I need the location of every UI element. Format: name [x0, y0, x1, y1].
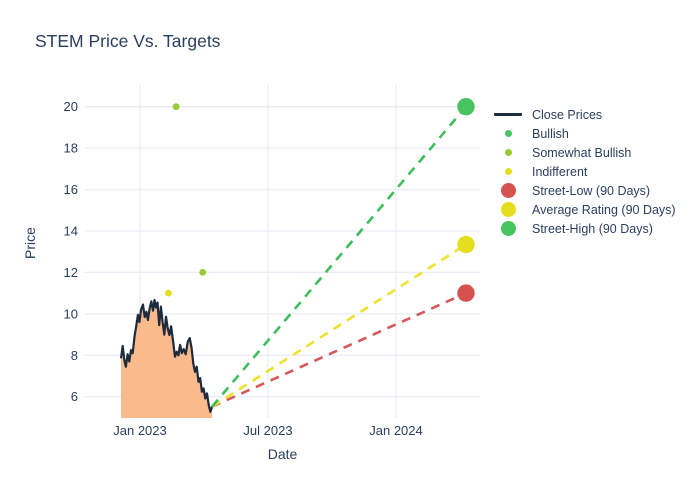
legend-item-street-low[interactable]: Street-Low (90 Days) — [490, 181, 676, 200]
street-low-dot-icon — [490, 183, 526, 198]
target-dashed-line — [211, 243, 467, 408]
target-marker[interactable] — [457, 284, 475, 302]
x-tick-label: Jul 2023 — [243, 423, 292, 438]
close-prices-line — [119, 298, 214, 413]
legend-item-close-prices[interactable]: Close Prices — [490, 105, 676, 124]
legend-label: Close Prices — [532, 107, 603, 122]
x-axis-title: Date — [267, 446, 298, 462]
y-tick-label: 8 — [71, 348, 78, 363]
somewhat-bullish-dot-icon — [490, 149, 526, 156]
legend-label: Indifferent — [532, 164, 588, 179]
y-tick-label: 10 — [64, 306, 78, 321]
y-tick-label: 16 — [64, 182, 78, 197]
legend-item-street-high[interactable]: Street-High (90 Days) — [490, 219, 676, 238]
y-tick-label: 12 — [64, 265, 78, 280]
target-dashed-line — [211, 291, 467, 408]
legend-item-somewhat-bullish[interactable]: Somewhat Bullish — [490, 143, 676, 162]
legend-label: Street-Low (90 Days) — [532, 183, 651, 198]
x-tick-label: Jan 2024 — [369, 423, 423, 438]
legend-label: Bullish — [532, 126, 569, 141]
close-prices-line-icon — [490, 113, 526, 116]
legend-item-average-rating[interactable]: Average Rating (90 Days) — [490, 200, 676, 219]
y-axis-title: Price — [21, 227, 38, 259]
bullish-dot-icon — [490, 130, 526, 137]
chart-title: STEM Price Vs. Targets — [35, 31, 221, 51]
rating-dot[interactable] — [199, 269, 207, 276]
average-rating-dot-icon — [490, 202, 526, 217]
y-tick-label: 20 — [64, 99, 78, 114]
indifferent-dot-icon — [490, 168, 526, 175]
y-tick-label: 18 — [64, 141, 78, 156]
y-tick-label: 6 — [71, 389, 78, 404]
street-high-dot-icon — [490, 221, 526, 236]
target-marker[interactable] — [457, 235, 475, 254]
rating-dot[interactable] — [165, 289, 172, 297]
y-tick-label: 14 — [64, 224, 78, 239]
legend-label: Somewhat Bullish — [532, 145, 632, 160]
target-dashed-line — [211, 105, 467, 408]
close-prices-area — [121, 300, 213, 418]
target-marker[interactable] — [457, 98, 475, 116]
legend-label: Average Rating (90 Days) — [532, 202, 676, 217]
legend-label: Street-High (90 Days) — [532, 221, 653, 236]
chart-legend: Close Prices Bullish Somewhat Bullish In… — [490, 105, 676, 238]
legend-item-bullish[interactable]: Bullish — [490, 124, 676, 143]
rating-dot[interactable] — [172, 103, 180, 111]
x-tick-label: Jan 2023 — [113, 423, 167, 438]
legend-item-indifferent[interactable]: Indifferent — [490, 162, 676, 181]
